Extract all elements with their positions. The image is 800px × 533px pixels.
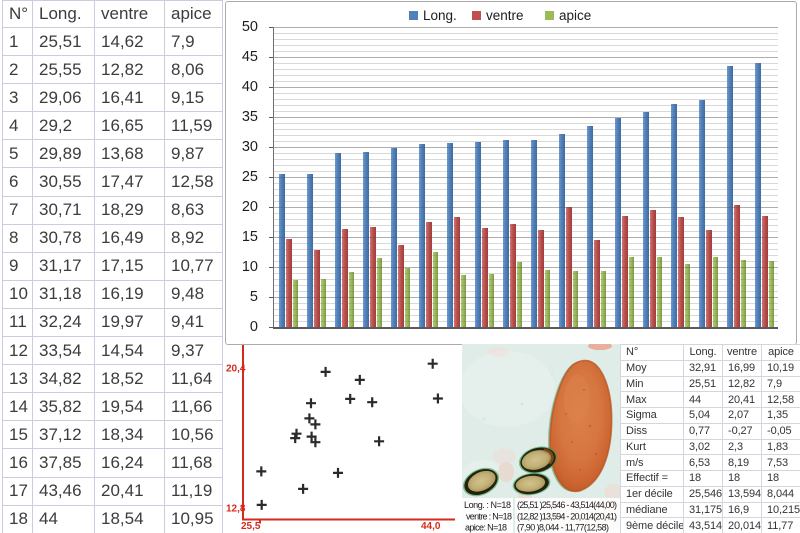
svg-text:(7,90 )8,044 - 11,77(12,58): (7,90 )8,044 - 11,77(12,58) (517, 523, 609, 533)
svg-text:12,8: 12,8 (226, 504, 246, 515)
svg-text:ventre : N=18: ventre : N=18 (466, 512, 512, 522)
svg-text:(12,82 )13,594 - 20,014(20,41): (12,82 )13,594 - 20,014(20,41) (517, 512, 617, 522)
svg-text:44,0: 44,0 (421, 521, 441, 532)
svg-text:(25,51 )25,546 - 43,514(44,00): (25,51 )25,546 - 43,514(44,00) (517, 500, 617, 510)
svg-text:apice: N=18: apice: N=18 (465, 523, 507, 533)
svg-text:20,4: 20,4 (226, 364, 246, 375)
svg-text:Long. : N=18: Long. : N=18 (464, 500, 511, 510)
svg-text:25,5: 25,5 (241, 521, 261, 532)
